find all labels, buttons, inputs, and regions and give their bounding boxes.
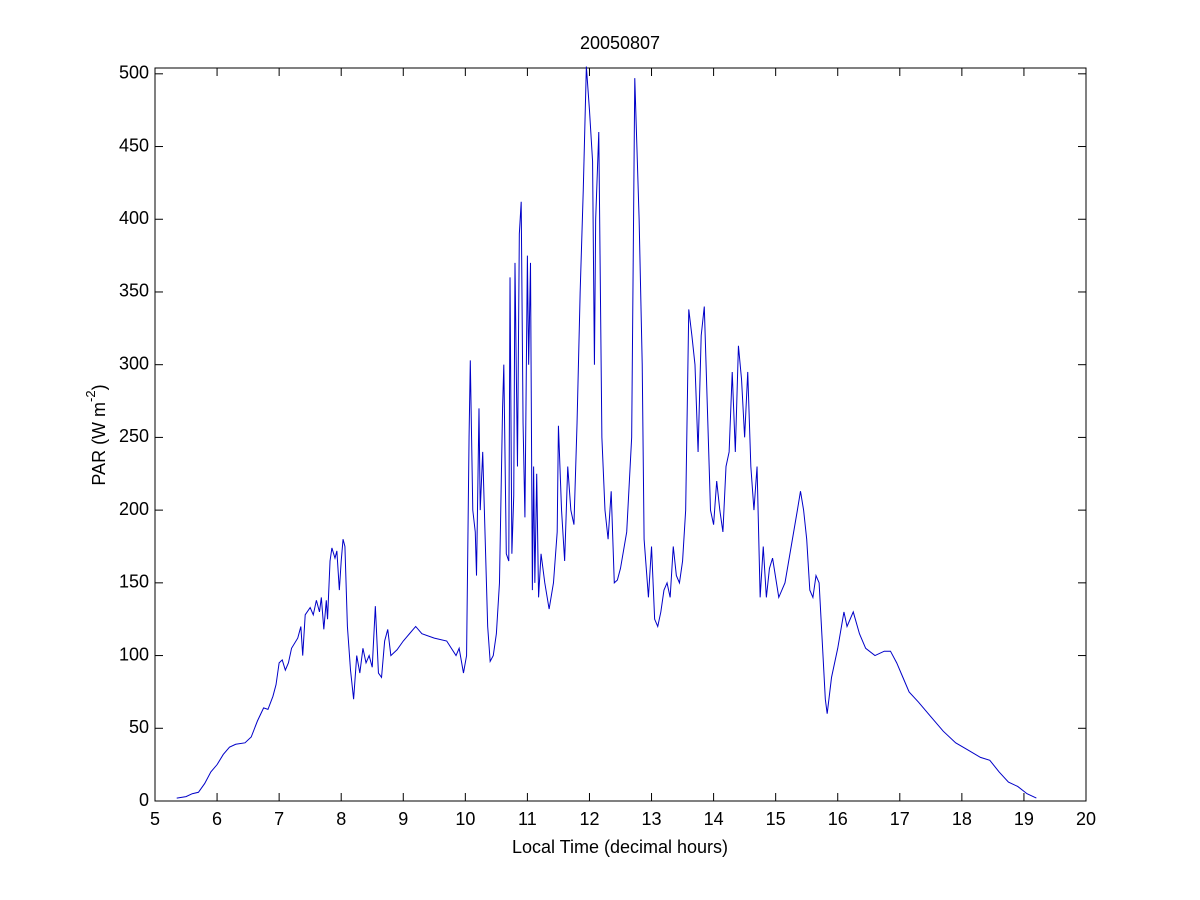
- y-tick-label: 450: [119, 135, 149, 155]
- x-axis-label: Local Time (decimal hours): [512, 837, 728, 857]
- x-tick-label: 13: [642, 809, 662, 829]
- y-tick-label: 50: [129, 717, 149, 737]
- x-tick-label: 5: [150, 809, 160, 829]
- x-tick-label: 8: [336, 809, 346, 829]
- x-tick-label: 11: [518, 809, 537, 829]
- y-tick-label: 400: [119, 208, 149, 228]
- y-label-text: PAR (W m: [89, 402, 109, 486]
- axes-box: [154, 67, 1087, 802]
- data-line: [176, 66, 1037, 799]
- x-tick-label: 12: [579, 809, 599, 829]
- y-tick-label: 150: [119, 572, 149, 592]
- x-tick-label: 10: [455, 809, 475, 829]
- y-tick-label: 250: [119, 426, 149, 446]
- chart-title: 20050807: [580, 33, 660, 53]
- x-tick-label: 7: [274, 809, 284, 829]
- x-tick-label: 14: [704, 809, 724, 829]
- y-tick-label: 200: [119, 499, 149, 519]
- y-tick-label: 300: [119, 353, 149, 373]
- x-tick-label: 19: [1014, 809, 1034, 829]
- y-label-suffix: ): [89, 384, 109, 390]
- x-tick-label: 16: [828, 809, 848, 829]
- x-tick-label: 9: [398, 809, 408, 829]
- x-tick-label: 17: [890, 809, 910, 829]
- x-tick-label: 6: [212, 809, 222, 829]
- y-axis-label: PAR (W m-2): [83, 384, 108, 485]
- y-tick-label: 500: [119, 63, 149, 83]
- x-tick-label: 20: [1076, 809, 1096, 829]
- y-tick-label: 0: [139, 790, 149, 810]
- x-tick-label: 15: [766, 809, 786, 829]
- y-label-superscript: -2: [83, 390, 98, 402]
- x-tick-label: 18: [952, 809, 972, 829]
- y-tick-label: 350: [119, 281, 149, 301]
- y-tick-label: 100: [119, 644, 149, 664]
